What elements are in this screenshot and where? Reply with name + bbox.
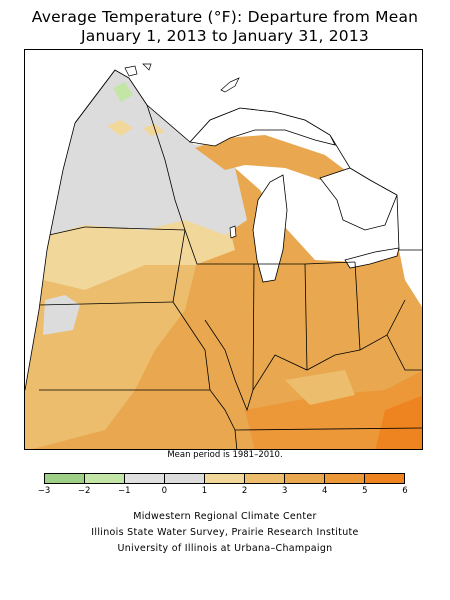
legend-tick-label: −2 xyxy=(77,486,91,496)
legend-swatch xyxy=(165,474,205,483)
legend-swatch xyxy=(125,474,165,483)
region-edge-east xyxy=(105,50,422,250)
map-canvas xyxy=(25,50,422,449)
legend-swatch xyxy=(85,474,125,483)
legend-swatch xyxy=(365,474,404,483)
legend-swatch xyxy=(285,474,325,483)
lake-michigan xyxy=(252,174,288,283)
islands-north xyxy=(124,63,152,77)
credit-line-1: Midwestern Regional Climate Center xyxy=(133,511,317,522)
legend-ticks: −3 −2 −1 0 1 2 3 4 5 6 xyxy=(0,486,450,498)
legend-tick-label: 4 xyxy=(322,486,328,496)
legend-tick-label: 3 xyxy=(281,486,288,496)
zone-5-6-southeast xyxy=(375,395,422,449)
credit-line-2: Illinois State Water Survey, Prairie Res… xyxy=(91,527,359,538)
lake-erie xyxy=(344,247,400,269)
lake-winnebago xyxy=(229,225,237,239)
legend-swatch xyxy=(45,474,85,483)
legend-tick-label: 6 xyxy=(402,486,408,496)
legend-tick-label: 1 xyxy=(201,486,208,496)
temperature-departure-map xyxy=(24,49,423,450)
legend-tick-label: −3 xyxy=(37,486,51,496)
map-title-line-2: January 1, 2013 to January 31, 2013 xyxy=(81,27,369,45)
zone-1-2-patch-b xyxy=(143,124,165,136)
legend-swatch xyxy=(205,474,245,483)
legend-tick-label: 0 xyxy=(161,486,168,496)
zone-1-2-patch-a xyxy=(107,120,133,136)
zone-2-3-southeast xyxy=(285,370,355,405)
state-borders xyxy=(38,69,422,449)
region-outline xyxy=(25,69,422,391)
map-title-line-1: Average Temperature (°F): Departure from… xyxy=(31,8,419,26)
legend-tick-label: 5 xyxy=(362,486,368,496)
zone-0-1-north xyxy=(49,70,247,235)
zone-upper-peninsula xyxy=(195,135,345,180)
credit-line-3: University of Illinois at Urbana–Champai… xyxy=(117,543,333,554)
region-edge-west xyxy=(25,50,75,390)
zone-neg-green xyxy=(113,82,133,102)
color-legend xyxy=(44,473,405,484)
legend-tick-label: −1 xyxy=(117,486,131,496)
legend-swatch xyxy=(325,474,365,483)
mean-period-note: Mean period is 1981–2010. xyxy=(167,450,283,460)
isle-royale xyxy=(220,77,240,93)
legend-swatch xyxy=(245,474,285,483)
legend-tick-label: 2 xyxy=(241,486,248,496)
